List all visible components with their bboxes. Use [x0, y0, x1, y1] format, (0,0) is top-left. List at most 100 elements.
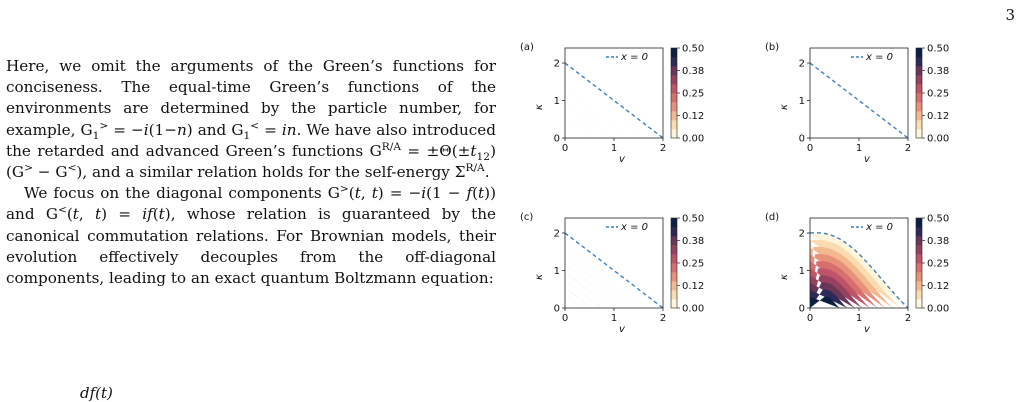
y-axis-label: κ: [779, 104, 790, 110]
colorbar-tick-label: 0.00: [682, 134, 704, 145]
figure-contour-panels: 0 1 2 0 1 2 v κ (a) x = 0 0.50 0.38 0.25 0.12 0.00 0 1 2…: [520, 40, 1010, 380]
text-run: , and a similar relation holds for the s…: [82, 163, 455, 182]
x-tick-label: 1: [856, 313, 862, 324]
panel-b: 0 1 2 0 1 2 v κ (b) x = 0 0.50 0.38 0.25 0.12 0.00: [765, 40, 1010, 210]
contour-level: [565, 240, 653, 308]
panel-d: 0 1 2 0 1 2 v κ (d) x = 0 0.50 0.38 0.25 0.12 0.00: [765, 210, 1010, 380]
y-tick-label: 2: [554, 229, 560, 240]
colorbar-tick-label: 0.12: [927, 111, 949, 122]
text-run: , whose relation is guaranteed by the ca…: [6, 205, 497, 288]
colorbar-segment: [916, 120, 922, 130]
contour-level: [565, 76, 646, 138]
y-tick-label: 0: [799, 134, 805, 145]
axes-frame: [564, 217, 664, 309]
x-axis-label: v: [619, 324, 626, 335]
boundary-curve: [810, 232, 908, 308]
contour-fill-group: [810, 232, 908, 308]
colorbar-segment: [671, 66, 677, 76]
contour-level: [565, 272, 612, 308]
x-axis-label: v: [864, 154, 871, 165]
contour-fill-group: [810, 62, 908, 138]
text-run: and: [6, 205, 46, 224]
colorbar-segment: [671, 254, 677, 264]
contour-level: [565, 256, 633, 308]
colorbar-tick-label: 0.38: [682, 236, 704, 247]
colorbar-tick-label: 0.50: [682, 214, 704, 225]
paragraph-green-functions: Here, we omit the arguments of the Green…: [6, 56, 496, 183]
colorbar-segment: [671, 236, 677, 246]
colorbar-tick-label: 0.25: [682, 89, 704, 100]
colorbar-segment: [671, 272, 677, 282]
inline-math: G<(t, t) = if(t): [45, 203, 171, 224]
colorbar-tick-label: 0.50: [927, 44, 949, 55]
y-tick-label: 2: [799, 59, 805, 70]
contour-level: [565, 103, 611, 138]
x-tick-label: 2: [660, 313, 666, 324]
body-text: Here, we omit the arguments of the Green…: [6, 56, 496, 289]
contour-fill-group: [565, 62, 663, 138]
x-tick-label: 1: [611, 143, 617, 154]
axes-frame: [809, 47, 909, 139]
colorbar-segment: [916, 111, 922, 121]
colorbar-tick-label: 0.12: [682, 111, 704, 122]
colorbar-segment: [916, 236, 922, 246]
text-run: .: [484, 163, 490, 182]
colorbar-segment: [916, 263, 922, 273]
panel-label: (a): [520, 42, 534, 53]
contour-level: [565, 279, 602, 308]
colorbar-segment: [916, 218, 922, 228]
colorbar-segment: [916, 290, 922, 300]
y-axis-label: κ: [779, 274, 790, 280]
inline-math: G1> = −i(1−n): [80, 118, 193, 142]
colorbar-segment: [671, 129, 677, 139]
colorbar-segment: [916, 75, 922, 85]
y-tick-label: 1: [799, 266, 805, 277]
colorbar-segment: [916, 281, 922, 291]
colorbar-segment: [671, 227, 677, 237]
colorbar-tick-label: 0.25: [927, 89, 949, 100]
colorbar-tick-label: 0.38: [927, 66, 949, 77]
x-axis-label: v: [619, 154, 626, 165]
x-tick-label: 0: [807, 313, 813, 324]
colorbar-segment: [671, 263, 677, 273]
colorbar-segment: [916, 254, 922, 264]
colorbar-segment: [671, 120, 677, 130]
contour-level: [565, 63, 663, 138]
y-tick-label: 1: [554, 266, 560, 277]
colorbar-segment: [916, 48, 922, 58]
colorbar-tick-label: 0.38: [927, 236, 949, 247]
colorbar-tick-label: 0.50: [682, 44, 704, 55]
contour-level: [565, 233, 663, 308]
colorbar-tick-label: 0.00: [927, 134, 949, 145]
y-tick-label: 0: [554, 134, 560, 145]
colorbar-segment: [916, 102, 922, 112]
contour-level: [565, 89, 628, 138]
text-run: . We have also introduced the retarded a…: [6, 120, 496, 160]
colorbar-segment: [916, 84, 922, 94]
text-run: Here, we omit the arguments of the Green…: [6, 57, 496, 139]
colorbar-segment: [671, 57, 677, 67]
legend-label: x = 0: [865, 52, 893, 63]
colorbar-segment: [916, 299, 922, 309]
axes-frame: [564, 47, 664, 139]
colorbar-tick-label: 0.25: [682, 259, 704, 270]
inline-math: G1< = in: [231, 118, 297, 142]
paragraph-diagonal-components: We focus on the diagonal components G>(t…: [6, 183, 496, 289]
colorbar-tick-label: 0.50: [927, 214, 949, 225]
y-tick-label: 2: [799, 229, 805, 240]
legend-label: x = 0: [865, 222, 893, 233]
x-tick-label: 2: [660, 143, 666, 154]
colorbar-segment: [671, 84, 677, 94]
x-tick-label: 0: [562, 313, 568, 324]
panel-label: (c): [520, 212, 533, 223]
contour-level: [565, 116, 593, 138]
colorbar-segment: [916, 129, 922, 139]
colorbar-segment: [916, 66, 922, 76]
colorbar-segment: [916, 227, 922, 237]
colorbar-segment: [671, 245, 677, 255]
panel-a: 0 1 2 0 1 2 v κ (a) x = 0 0.50 0.38 0.25 0.12 0.00: [520, 40, 765, 210]
colorbar-segment: [671, 102, 677, 112]
colorbar-segment: [671, 75, 677, 85]
y-tick-label: 0: [554, 304, 560, 315]
colorbar-tick-label: 0.12: [682, 281, 704, 292]
